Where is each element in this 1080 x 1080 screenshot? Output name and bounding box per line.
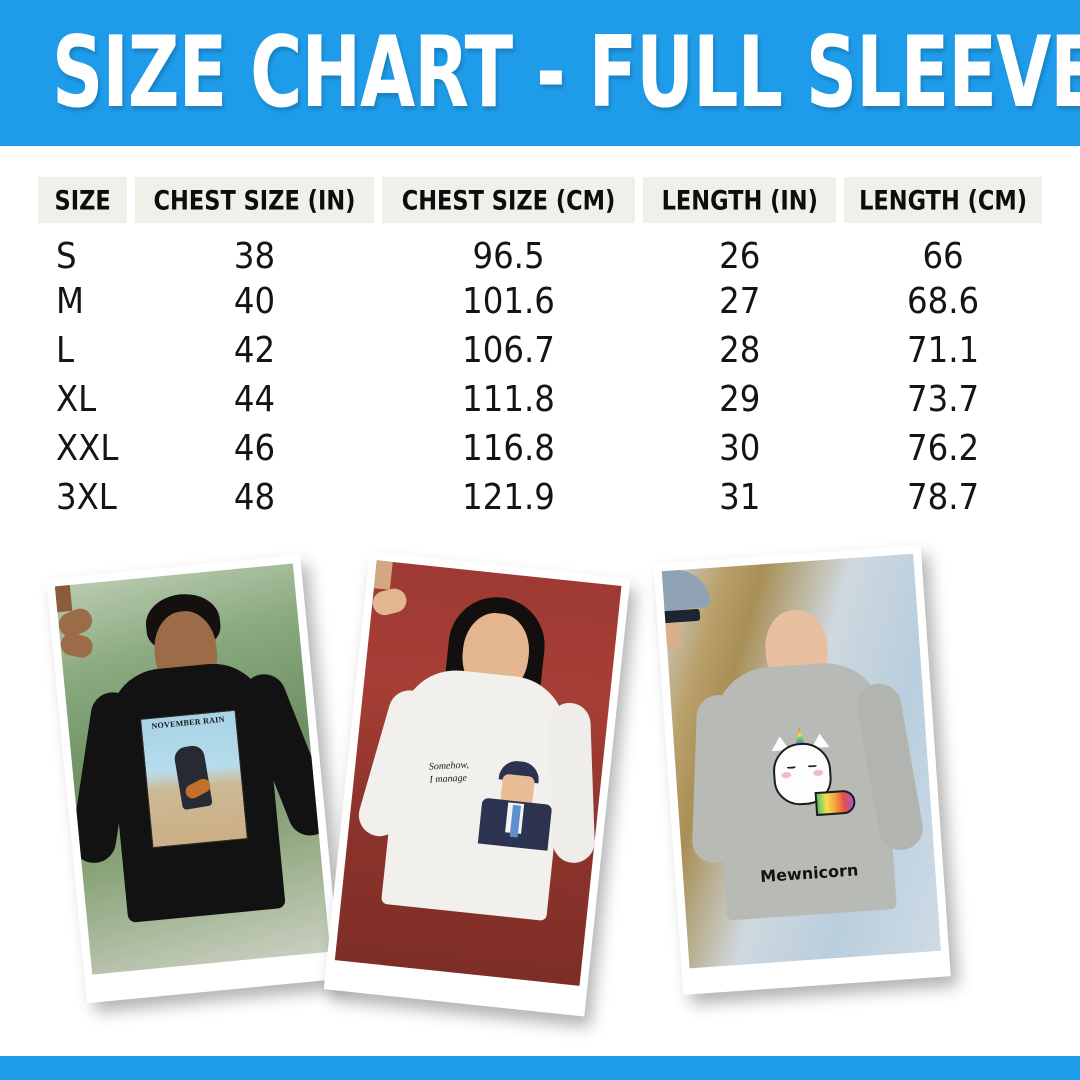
cell-chest-in: 40 — [233, 281, 276, 322]
cell-chest-in: 42 — [233, 330, 276, 371]
shirt-print-suit-figure — [476, 758, 561, 851]
column-header-chest-in: CHEST SIZE (IN) — [135, 176, 374, 224]
cell-chest-cm: 121.9 — [462, 477, 555, 518]
cell-chest-cm: 111.8 — [462, 379, 555, 420]
shirt-print-graphic: NOVEMBER RAIN — [139, 710, 248, 849]
cell-length-cm: 78.7 — [907, 477, 980, 518]
table-row: S 38 96.5 26 66 — [38, 222, 1042, 277]
shirt-print-text: NOVEMBER RAIN — [151, 715, 226, 732]
cell-size: L — [56, 330, 75, 371]
photo-image-grey-tee: Mewnicorn — [661, 553, 941, 969]
model-arm-left — [691, 694, 742, 865]
cell-size: M — [56, 281, 84, 322]
cell-chest-in: 46 — [233, 428, 276, 469]
product-photo-black-tee: NOVEMBER RAIN — [46, 554, 341, 1004]
cell-length-in: 30 — [719, 428, 761, 469]
cell-size: 3XL — [56, 477, 117, 518]
cell-chest-cm: 106.7 — [462, 330, 555, 371]
model-neck — [661, 622, 683, 649]
model-neck — [54, 584, 73, 614]
header-band: SIZE CHART - FULL SLEEVES — [0, 0, 1080, 146]
print-figure — [173, 744, 214, 811]
cell-length-cm: 68.6 — [907, 281, 980, 322]
model-hand-left — [370, 586, 409, 618]
size-table: SIZE CHEST SIZE (IN) CHEST SIZE (CM) LEN… — [30, 176, 1050, 522]
table-row: 3XL 48 121.9 31 78.7 — [38, 473, 1042, 522]
footer-band — [0, 1056, 1080, 1080]
cell-chest-in: 48 — [233, 477, 276, 518]
cell-chest-cm: 116.8 — [462, 428, 555, 469]
photo-image-black-tee: NOVEMBER RAIN — [54, 563, 331, 975]
column-header-chest-cm: CHEST SIZE (CM) — [381, 176, 636, 224]
cell-size: XXL — [56, 428, 119, 469]
shirt-print-cat-unicorn — [756, 726, 857, 824]
size-table-container: SIZE CHEST SIZE (IN) CHEST SIZE (CM) LEN… — [0, 176, 1080, 522]
table-row: M 40 101.6 27 68.6 — [38, 277, 1042, 326]
cell-size: S — [56, 236, 77, 277]
cell-length-in: 28 — [719, 330, 761, 371]
cell-size: XL — [56, 379, 97, 420]
column-header-length-in: LENGTH (IN) — [643, 176, 837, 224]
table-row: L 42 106.7 28 71.1 — [38, 326, 1042, 375]
cell-chest-in: 38 — [233, 236, 276, 277]
cell-length-cm: 73.7 — [907, 379, 980, 420]
table-row: XL 44 111.8 29 73.7 — [38, 375, 1042, 424]
cell-length-in: 31 — [719, 477, 761, 518]
table-row: XXL 46 116.8 30 76.2 — [38, 424, 1042, 473]
cell-length-cm: 71.1 — [907, 330, 980, 371]
model-hand-right — [58, 631, 95, 660]
rainbow-tail — [814, 789, 857, 817]
product-photo-grey-tee: Mewnicorn — [653, 545, 951, 995]
cell-chest-cm: 96.5 — [472, 236, 545, 277]
model-cap — [661, 566, 712, 616]
product-photo-white-tee: Somehow, I manage — [323, 551, 631, 1017]
model-neck — [357, 560, 393, 590]
table-header-row: SIZE CHEST SIZE (IN) CHEST SIZE (CM) LEN… — [38, 176, 1042, 224]
cell-length-cm: 66 — [922, 236, 964, 277]
column-header-length-cm: LENGTH (CM) — [844, 176, 1042, 224]
product-photo-strip: NOVEMBER RAIN S — [0, 545, 1080, 1048]
column-header-size: SIZE — [38, 176, 128, 224]
cell-chest-in: 44 — [233, 379, 276, 420]
cell-chest-cm: 101.6 — [462, 281, 555, 322]
cell-length-cm: 76.2 — [907, 428, 980, 469]
cell-length-in: 27 — [719, 281, 761, 322]
cell-length-in: 26 — [719, 236, 761, 277]
page-title: SIZE CHART - FULL SLEEVES — [52, 16, 1080, 130]
photo-image-white-tee: Somehow, I manage — [334, 560, 622, 986]
cell-length-in: 29 — [719, 379, 761, 420]
